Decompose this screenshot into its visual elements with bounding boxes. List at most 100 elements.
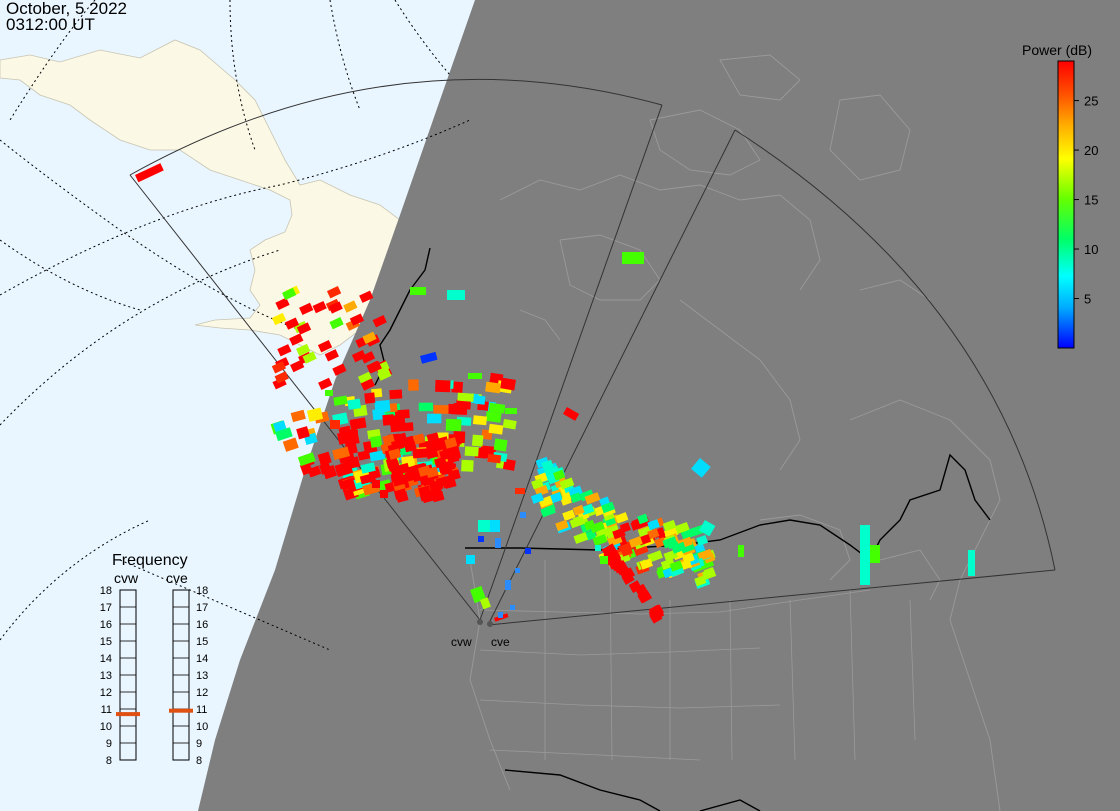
scatter-cell <box>702 568 717 581</box>
scatter-cell <box>412 448 429 459</box>
scatter-cell <box>329 317 344 330</box>
frequency-scale-label: 18 <box>100 585 112 597</box>
scatter-cell <box>457 392 474 402</box>
scatter-cell <box>541 459 554 471</box>
scatter-cell <box>495 538 501 548</box>
scatter-cell <box>525 548 531 554</box>
scatter-cell <box>520 512 526 518</box>
scatter-cell <box>271 312 287 326</box>
scatter-cell <box>332 446 350 461</box>
scatter-cell <box>360 462 376 474</box>
scatter-cell <box>369 450 386 462</box>
scatter-cell <box>282 437 299 452</box>
scatter-cell <box>274 371 289 384</box>
scatter-cell <box>389 389 403 400</box>
scatter-cell <box>485 381 502 394</box>
scatter-cell <box>357 371 373 385</box>
scatter-cell <box>583 519 596 531</box>
scatter-cell <box>289 333 304 346</box>
scatter-cell <box>680 559 692 570</box>
scatter-cell <box>510 605 515 610</box>
colorbar-tick-label: 5 <box>1084 292 1091 307</box>
frequency-scale-label: 13 <box>196 670 208 682</box>
time-label: 0312:00 UT <box>6 15 95 34</box>
scatter-cell <box>333 395 348 406</box>
frequency-scale-label: 8 <box>106 755 112 767</box>
site-label-cvw: cvw <box>451 635 472 649</box>
scatter-cell <box>697 548 713 561</box>
scatter-cell <box>615 512 629 524</box>
scatter-cell <box>445 418 462 432</box>
scatter-cell <box>387 460 401 472</box>
scatter-cell <box>464 446 479 457</box>
scatter-cell <box>500 377 516 391</box>
scatter-cell <box>388 448 402 460</box>
scatter-cell <box>275 297 290 310</box>
scatter-cell <box>319 462 332 475</box>
scatter-cell <box>622 252 644 264</box>
scatter-cell <box>563 407 580 421</box>
frequency-scale-label: 18 <box>196 585 208 597</box>
scatter-cell <box>277 344 292 357</box>
colorbar: Power (dB) 25 20 15 10 5 <box>1022 42 1098 349</box>
scatter-cell <box>404 470 418 482</box>
scatter-cell <box>369 435 383 448</box>
scatter-cell <box>340 477 357 491</box>
scatter-cell <box>474 395 486 405</box>
scatter-cell <box>612 527 626 540</box>
scatter-cell <box>487 453 502 464</box>
scatter-cell <box>601 501 615 514</box>
frequency-scale-label: 12 <box>196 687 208 699</box>
scatter-cell <box>312 300 327 314</box>
scatter-cell <box>562 509 576 521</box>
scatter-cell <box>451 405 468 415</box>
scatter-cell <box>418 402 433 412</box>
frequency-scale-label: 13 <box>100 670 112 682</box>
state-lines <box>479 559 916 761</box>
scatter-cell <box>349 418 367 429</box>
frequency-scale-label: 16 <box>100 619 112 631</box>
scatter-cell <box>447 469 461 481</box>
scatter-cell <box>647 550 663 563</box>
scatter-cell <box>637 526 654 539</box>
scatter-cell <box>515 568 520 573</box>
scatter-cell <box>372 315 387 328</box>
scatter-cell <box>428 481 442 493</box>
scatter-cell <box>468 373 482 379</box>
scatter-cell <box>412 433 426 445</box>
scatter-cell <box>600 556 608 564</box>
scatter-cell <box>505 580 511 590</box>
scatter-cell <box>357 449 375 461</box>
frequency-radar-label-cvw: cvw <box>114 570 139 586</box>
colorbar-tick-label: 25 <box>1084 94 1098 109</box>
scatter-cell <box>968 550 975 576</box>
site-markers: cvw cve <box>451 619 510 649</box>
scatter-cell <box>560 495 572 506</box>
scatter-cell <box>674 522 689 534</box>
scatter-cell <box>431 490 445 503</box>
scatter-cell <box>573 532 589 544</box>
scatter-cell <box>490 520 500 532</box>
scatter-cell <box>568 485 583 498</box>
scatter-cell <box>290 359 305 373</box>
scatter-cell <box>408 379 419 391</box>
scatter-cell <box>299 302 314 316</box>
scatter-cell <box>359 290 374 303</box>
scatter-cell <box>637 590 651 604</box>
scatter-cell <box>360 351 376 364</box>
scatter-cell <box>478 536 484 542</box>
scatter-cell <box>275 427 293 442</box>
scatter-cell <box>662 519 677 532</box>
scatter-cell <box>515 488 525 494</box>
scatter-cell <box>647 528 660 540</box>
coastlines <box>469 54 1001 811</box>
scatter-cell <box>555 519 569 532</box>
scatter-cell <box>860 525 870 585</box>
scatter-cell <box>738 545 744 557</box>
scatter-cell <box>669 560 683 572</box>
scatter-cell <box>502 418 517 430</box>
scatter-cell <box>290 409 306 423</box>
scatter-cell <box>424 439 438 451</box>
